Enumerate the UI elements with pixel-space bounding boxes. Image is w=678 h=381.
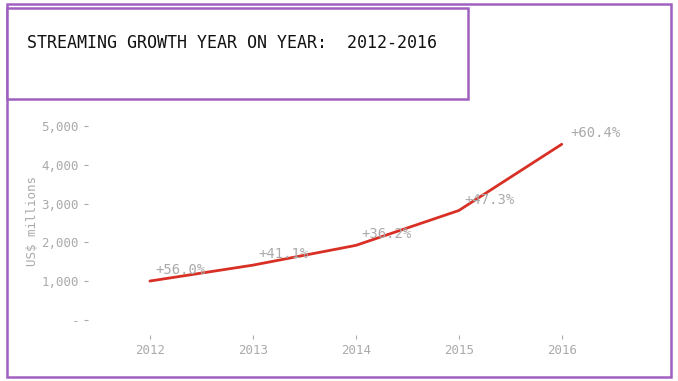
Text: +56.0%: +56.0%: [155, 263, 205, 277]
Text: +47.3%: +47.3%: [464, 192, 514, 207]
Text: +41.1%: +41.1%: [258, 247, 308, 261]
Text: +36.2%: +36.2%: [361, 227, 412, 242]
Text: STREAMING GROWTH YEAR ON YEAR:  2012-2016: STREAMING GROWTH YEAR ON YEAR: 2012-2016: [27, 34, 437, 52]
Text: STREAMING GROWTH YEAR ON YEAR:  2012-2016: STREAMING GROWTH YEAR ON YEAR: 2012-2016: [27, 34, 437, 52]
Y-axis label: US$ millions: US$ millions: [26, 176, 39, 266]
Text: +60.4%: +60.4%: [570, 126, 620, 140]
